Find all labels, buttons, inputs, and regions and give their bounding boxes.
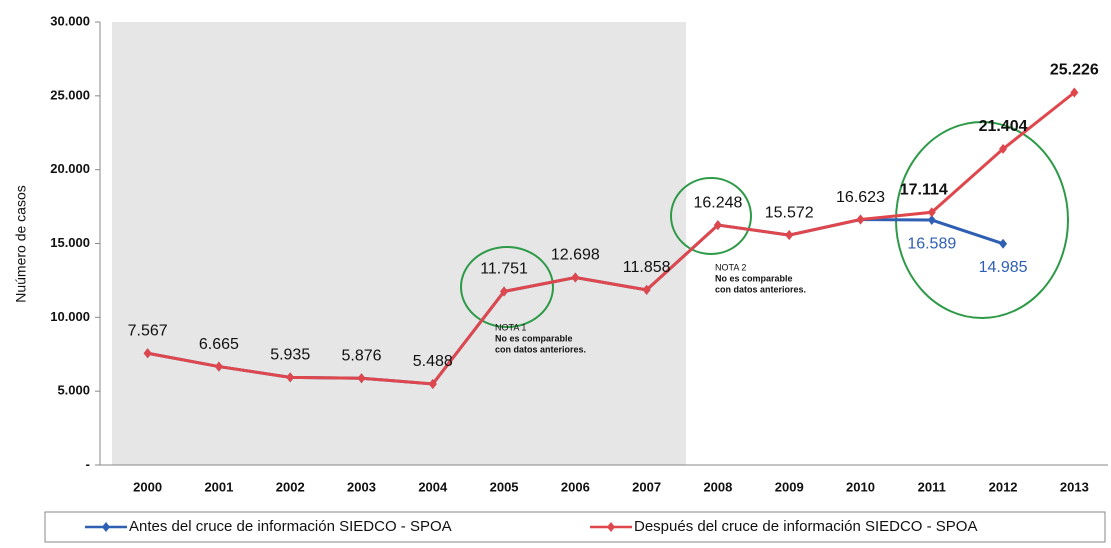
x-tick-label: 2007 <box>632 479 661 494</box>
data-label: 12.698 <box>551 247 600 264</box>
data-point <box>357 373 366 384</box>
y-tick-label: 15.000 <box>50 235 90 250</box>
data-label: 25.226 <box>1050 62 1099 79</box>
legend-marker <box>102 522 110 532</box>
data-label: 16.623 <box>836 189 885 206</box>
x-tick-label: 2003 <box>347 479 376 494</box>
data-label: 21.404 <box>979 118 1028 135</box>
x-tick-label: 2011 <box>918 479 946 494</box>
data-point <box>143 348 152 359</box>
data-point <box>428 378 437 389</box>
data-point <box>571 272 580 283</box>
data-label: 14.985 <box>979 259 1028 276</box>
y-tick-label: 25.000 <box>50 87 90 102</box>
x-tick-label: 2000 <box>133 479 162 494</box>
y-tick-label: - <box>86 456 90 471</box>
x-tick-label: 2005 <box>490 479 519 494</box>
data-point <box>713 220 722 231</box>
data-label: 17.114 <box>900 182 948 199</box>
x-tick-label: 2010 <box>846 479 875 494</box>
legend-label: Antes del cruce de información SIEDCO - … <box>129 518 452 535</box>
legend <box>44 511 1106 543</box>
data-label: 11.858 <box>623 259 671 276</box>
x-tick-label: 2001 <box>204 479 233 494</box>
highlight-ellipse <box>460 246 554 328</box>
y-axis-label: Nuúmero de casos <box>13 185 29 303</box>
annotation-text: No es comparable <box>495 333 573 343</box>
data-label: 7.567 <box>128 322 168 339</box>
annotation-title: NOTA 1 <box>495 322 526 332</box>
x-tick-label: 2004 <box>418 479 448 494</box>
data-point <box>927 207 936 218</box>
series-line <box>147 91 1076 386</box>
data-point <box>642 284 651 295</box>
annotation-text: con datos anteriores. <box>715 284 806 294</box>
data-point <box>927 215 936 226</box>
x-tick-label: 2009 <box>775 479 804 494</box>
data-label: 6.665 <box>199 336 239 353</box>
annotation-text: con datos anteriores. <box>495 344 586 354</box>
data-point <box>214 361 223 372</box>
y-tick-label: 5.000 <box>57 383 90 398</box>
y-tick-label: 30.000 <box>50 13 90 28</box>
data-label: 15.572 <box>765 204 814 221</box>
data-point <box>286 372 295 383</box>
y-tick-label: 10.000 <box>50 309 90 324</box>
data-label: 16.248 <box>693 194 742 211</box>
data-point <box>500 286 509 297</box>
data-point <box>999 143 1008 154</box>
x-tick-label: 2002 <box>276 479 305 494</box>
data-point <box>785 230 794 241</box>
data-label: 16.589 <box>907 235 956 252</box>
y-tick-label: 20.000 <box>50 161 90 176</box>
legend-marker <box>607 522 615 532</box>
data-label: 5.488 <box>413 353 453 370</box>
x-tick-label: 2013 <box>1060 479 1089 494</box>
data-point <box>1070 87 1079 98</box>
data-label: 5.935 <box>270 347 310 364</box>
x-tick-label: 2006 <box>561 479 590 494</box>
legend-label: Después del cruce de información SIEDCO … <box>634 518 977 535</box>
data-point <box>856 214 865 225</box>
data-label: 5.876 <box>341 347 381 364</box>
x-tick-label: 2008 <box>703 479 732 494</box>
annotation-text: No es comparable <box>715 273 793 283</box>
x-tick-label: 2012 <box>989 479 1018 494</box>
highlight-ellipse <box>670 177 752 255</box>
shaded-region <box>112 22 686 465</box>
annotation-title: NOTA 2 <box>715 262 746 272</box>
data-point <box>999 238 1008 249</box>
data-label: 11.751 <box>480 261 528 278</box>
